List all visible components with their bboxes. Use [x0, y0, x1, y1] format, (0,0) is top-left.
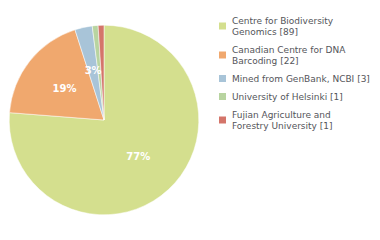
svg-text:Centre for Biodiversity: Centre for Biodiversity: [232, 16, 334, 26]
svg-text:Genomics [89]: Genomics [89]: [232, 27, 298, 37]
svg-text:Fujian Agriculture and: Fujian Agriculture and: [232, 110, 331, 120]
svg-text:3%: 3%: [85, 65, 102, 76]
svg-text:Forestry University [1]: Forestry University [1]: [232, 121, 333, 131]
svg-text:19%: 19%: [52, 83, 76, 94]
svg-text:Canadian Centre for DNA: Canadian Centre for DNA: [232, 45, 346, 55]
svg-text:Mined from GenBank, NCBI [3]: Mined from GenBank, NCBI [3]: [232, 74, 370, 84]
svg-text:University of Helsinki [1]: University of Helsinki [1]: [232, 92, 343, 102]
svg-text:Barcoding [22]: Barcoding [22]: [232, 56, 299, 66]
svg-text:77%: 77%: [126, 151, 150, 162]
